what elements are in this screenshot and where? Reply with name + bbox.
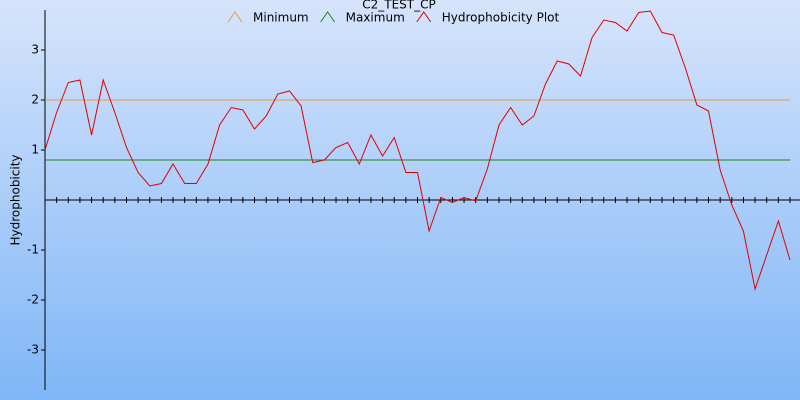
y-tick-label: -1 <box>27 243 39 257</box>
y-tick-label: 3 <box>31 43 39 57</box>
y-tick-label: 1 <box>31 143 39 157</box>
legend-icon <box>320 11 336 23</box>
y-axis-label: Hydrophobicity <box>9 154 23 245</box>
y-tick-label: -3 <box>27 343 39 357</box>
legend-label: Minimum <box>253 11 309 25</box>
data-line <box>44 10 791 291</box>
y-tick-label: -2 <box>27 293 39 307</box>
y-tick-label: 2 <box>31 93 39 107</box>
legend-icon <box>227 11 243 23</box>
legend-label: Maximum <box>346 11 405 25</box>
chart-title: C2_TEST_CP <box>362 0 436 12</box>
legend-icon <box>416 11 432 23</box>
legend-label: Hydrophobicity Plot <box>442 11 560 25</box>
